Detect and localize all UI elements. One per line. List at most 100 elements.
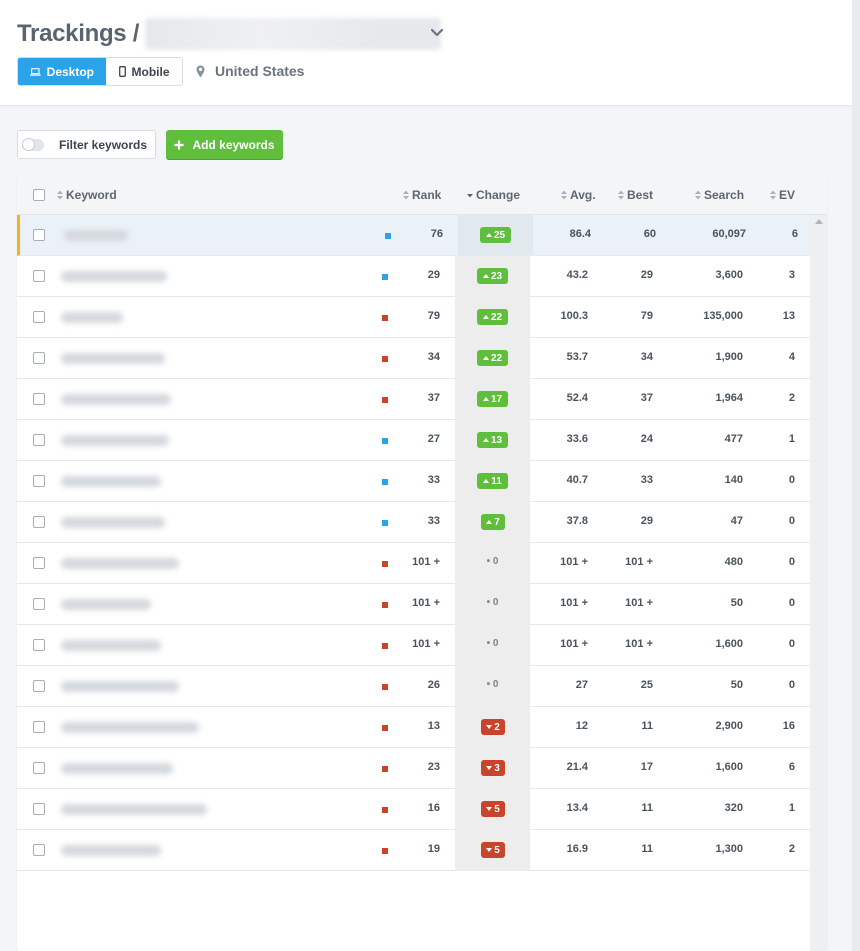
table-row[interactable]: 25 76 86.4 60 60,097 6 bbox=[17, 215, 810, 256]
best-cell: 79 bbox=[640, 310, 653, 322]
column-change[interactable]: Change bbox=[467, 188, 520, 202]
row-checkbox[interactable] bbox=[33, 352, 45, 364]
chevron-down-icon[interactable] bbox=[430, 26, 444, 40]
row-checkbox[interactable] bbox=[33, 475, 45, 487]
table-row[interactable]: 5 16 13.4 11 320 1 bbox=[17, 789, 810, 830]
search-cell: 477 bbox=[724, 433, 743, 445]
table-row[interactable]: 11 33 40.7 33 140 0 bbox=[17, 461, 810, 502]
table-row[interactable]: 22 34 53.7 34 1,900 4 bbox=[17, 338, 810, 379]
best-cell: 11 bbox=[641, 843, 653, 855]
column-keyword[interactable]: Keyword bbox=[57, 188, 117, 202]
table-row[interactable]: • 0 101 + 101 + 101 + 50 0 bbox=[17, 584, 810, 625]
table-row[interactable]: • 0 101 + 101 + 101 + 480 0 bbox=[17, 543, 810, 584]
device-toggle: Desktop Mobile bbox=[17, 57, 183, 86]
search-cell: 50 bbox=[730, 679, 743, 691]
column-rank[interactable]: Rank bbox=[403, 188, 441, 202]
filter-keywords-button[interactable]: Filter keywords bbox=[17, 130, 156, 159]
row-checkbox[interactable] bbox=[33, 270, 45, 282]
ev-cell: 0 bbox=[788, 474, 795, 486]
table-row[interactable]: 3 23 21.4 17 1,600 6 bbox=[17, 748, 810, 789]
column-search[interactable]: Search bbox=[695, 188, 744, 202]
rank-cell: 16 bbox=[427, 802, 440, 814]
row-checkbox[interactable] bbox=[33, 762, 45, 774]
column-avg[interactable]: Avg. bbox=[561, 188, 596, 202]
page-scrollbar[interactable] bbox=[852, 0, 860, 951]
keywords-table: Keyword Rank Change Avg. Best Search EV … bbox=[17, 175, 827, 951]
arrow-up-icon bbox=[482, 356, 489, 360]
row-checkbox[interactable] bbox=[33, 516, 45, 528]
change-badge: 11 bbox=[477, 473, 508, 489]
no-change-indicator: • 0 bbox=[486, 597, 499, 608]
row-checkbox[interactable] bbox=[33, 680, 45, 692]
filter-toggle-switch[interactable] bbox=[22, 137, 44, 151]
row-checkbox[interactable] bbox=[33, 393, 45, 405]
select-all-checkbox[interactable] bbox=[33, 189, 45, 201]
change-cell: • 0 bbox=[455, 625, 530, 666]
ev-cell: 1 bbox=[788, 802, 795, 814]
device-marker bbox=[382, 602, 388, 608]
rank-cell: 13 bbox=[427, 720, 440, 732]
change-badge: 25 bbox=[480, 227, 511, 243]
arrow-down-icon bbox=[486, 725, 493, 729]
rank-cell: 101 + bbox=[412, 597, 440, 609]
column-best[interactable]: Best bbox=[618, 188, 653, 202]
redacted-keyword bbox=[57, 256, 217, 296]
arrow-down-icon bbox=[486, 807, 493, 811]
change-cell: 25 bbox=[458, 215, 533, 256]
best-cell: 101 + bbox=[625, 556, 653, 568]
best-cell: 60 bbox=[643, 228, 656, 240]
redacted-keyword bbox=[57, 584, 217, 624]
table-row[interactable]: 17 37 52.4 37 1,964 2 bbox=[17, 379, 810, 420]
change-cell: • 0 bbox=[455, 584, 530, 625]
change-value: 25 bbox=[493, 229, 506, 241]
add-keywords-button[interactable]: Add keywords bbox=[166, 130, 283, 159]
best-cell: 11 bbox=[641, 720, 653, 732]
table-row[interactable]: 7 33 37.8 29 47 0 bbox=[17, 502, 810, 543]
arrow-up-icon bbox=[483, 479, 490, 483]
sort-icon bbox=[561, 190, 567, 200]
table-row[interactable]: 2 13 12 11 2,900 16 bbox=[17, 707, 810, 748]
sort-desc-icon bbox=[467, 194, 473, 198]
table-row[interactable]: 5 19 16.9 11 1,300 2 bbox=[17, 830, 810, 871]
row-checkbox[interactable] bbox=[33, 557, 45, 569]
row-checkbox[interactable] bbox=[33, 844, 45, 856]
redacted-keyword bbox=[57, 748, 217, 788]
change-cell: 13 bbox=[455, 420, 530, 461]
scroll-up-icon[interactable] bbox=[815, 219, 823, 224]
table-row[interactable]: 13 27 33.6 24 477 1 bbox=[17, 420, 810, 461]
device-marker bbox=[382, 438, 388, 444]
row-checkbox[interactable] bbox=[33, 598, 45, 610]
best-cell: 33 bbox=[640, 474, 653, 486]
row-checkbox[interactable] bbox=[33, 721, 45, 733]
table-scrollbar[interactable] bbox=[810, 215, 827, 951]
page-header: Trackings / Desktop Mobile United States bbox=[0, 0, 852, 106]
row-checkbox[interactable] bbox=[33, 434, 45, 446]
page-title: Trackings / bbox=[17, 18, 442, 50]
redacted-keyword bbox=[57, 338, 217, 378]
row-checkbox[interactable] bbox=[33, 311, 45, 323]
column-ev[interactable]: EV bbox=[770, 188, 795, 202]
row-checkbox[interactable] bbox=[33, 639, 45, 651]
avg-cell: 13.4 bbox=[566, 802, 588, 814]
mobile-button[interactable]: Mobile bbox=[106, 58, 182, 85]
column-ev-label: EV bbox=[779, 188, 796, 202]
column-avg-label: Avg. bbox=[570, 188, 596, 202]
table-row[interactable]: 23 29 43.2 29 3,600 3 bbox=[17, 256, 810, 297]
table-row[interactable]: • 0 26 27 25 50 0 bbox=[17, 666, 810, 707]
redacted-keyword bbox=[57, 625, 217, 665]
map-pin-icon bbox=[196, 65, 205, 77]
best-cell: 34 bbox=[640, 351, 653, 363]
table-row[interactable]: 22 79 100.3 79 135,000 13 bbox=[17, 297, 810, 338]
table-row[interactable]: • 0 101 + 101 + 101 + 1,600 0 bbox=[17, 625, 810, 666]
filter-keywords-label: Filter keywords bbox=[59, 137, 148, 152]
change-badge: 3 bbox=[481, 760, 505, 776]
row-checkbox[interactable] bbox=[33, 803, 45, 815]
location-selector[interactable]: United States bbox=[196, 63, 304, 79]
change-cell: 17 bbox=[455, 379, 530, 420]
search-cell: 1,600 bbox=[715, 638, 743, 650]
desktop-button[interactable]: Desktop bbox=[18, 58, 106, 85]
row-checkbox[interactable] bbox=[33, 229, 45, 241]
change-cell: 2 bbox=[455, 707, 530, 748]
location-label: United States bbox=[215, 63, 305, 79]
search-cell: 135,000 bbox=[703, 310, 743, 322]
